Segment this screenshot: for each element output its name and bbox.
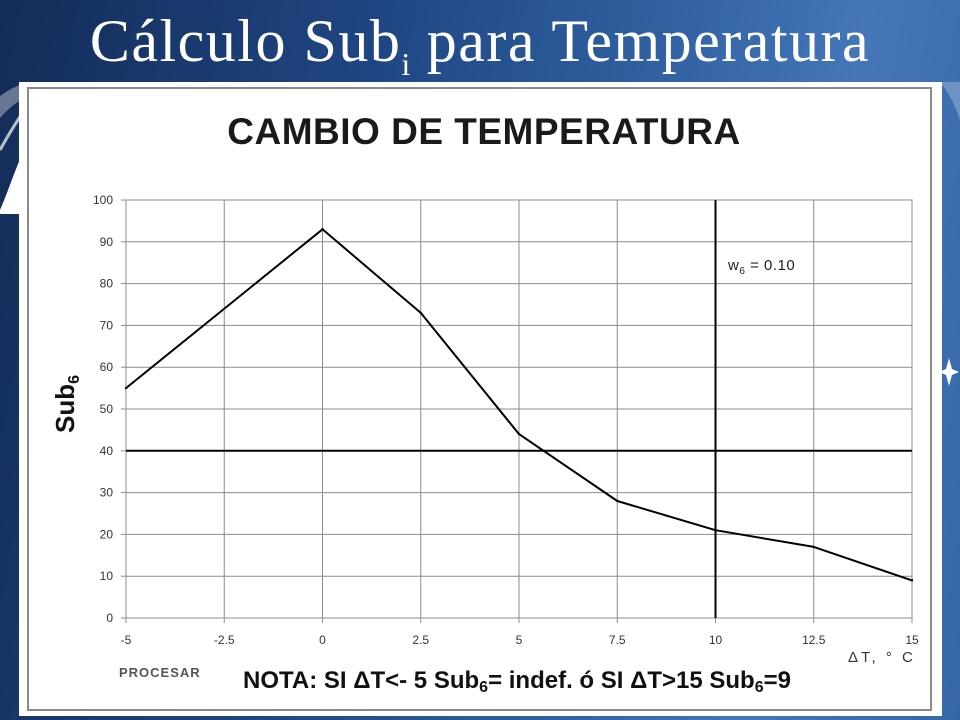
- y-tick-label: 0: [106, 611, 113, 625]
- annotation-weight: w6 = 0.10: [727, 257, 795, 277]
- data-point: [321, 228, 324, 231]
- note-part-1: NOTA: SI ΔT<- 5 Sub: [243, 667, 479, 694]
- x-tick-label: -2.5: [214, 633, 235, 647]
- note-part-3: =9: [764, 667, 791, 694]
- y-tick-label: 10: [100, 569, 114, 583]
- data-point: [714, 529, 717, 532]
- note-part-2: = indef. ó SI ΔT>15 Sub: [488, 667, 755, 694]
- data-point: [812, 545, 815, 549]
- chart-title: CAMBIO DE TEMPERATURA: [227, 111, 740, 152]
- y-tick-label: 30: [100, 486, 114, 500]
- note-subscript-2: 6: [755, 679, 764, 696]
- y-axis-label: Sub6: [50, 375, 83, 433]
- x-tick-label: 10: [709, 633, 723, 647]
- y-tick-label: 20: [100, 527, 114, 541]
- annotation-weight-value: = 0.10: [745, 257, 795, 274]
- note-text: NOTA: SI ΔT<- 5 Sub6= indef. ó SI ΔT>15 …: [243, 667, 791, 696]
- x-tick-label: 7.5: [609, 633, 626, 647]
- y-tick-label: 40: [100, 444, 114, 458]
- x-tick-label: 12.5: [802, 633, 826, 647]
- x-tick-label: 15: [905, 633, 919, 647]
- data-point: [910, 579, 914, 582]
- chart-frame: [27, 87, 932, 711]
- slide-title-rest: para Temperatura: [410, 8, 871, 74]
- x-tick-label: 2.5: [412, 633, 429, 647]
- slide-title: Cálculo Subi para Temperatura: [0, 1, 960, 82]
- y-tick-label: 80: [100, 277, 114, 291]
- y-axis-label-text: Sub: [50, 384, 80, 433]
- x-tick-label: 5: [516, 633, 523, 647]
- y-tick-label: 60: [100, 360, 114, 374]
- chart-card: [19, 82, 942, 716]
- slide-title-subscript: i: [401, 46, 411, 82]
- data-point: [124, 386, 128, 390]
- data-point: [419, 311, 422, 315]
- y-axis-label-subscript: 6: [66, 375, 83, 384]
- slide-title-main: Cálculo Sub: [89, 8, 402, 74]
- series-line: [125, 228, 913, 582]
- x-tick-label: -5: [121, 633, 132, 647]
- data-point: [616, 499, 619, 503]
- y-tick-label: 90: [100, 235, 114, 249]
- y-tick-label: 50: [100, 402, 114, 416]
- x-axis-label: ΔT, ° C: [848, 649, 916, 666]
- plot-area: 0 10 20 30 40 50 60 70 80 90 100 -5 -2.5 0 2.5 5 7.5 10 12…: [93, 193, 919, 647]
- data-point: [517, 432, 521, 436]
- note-subscript-1: 6: [479, 679, 488, 696]
- y-tick-label: 100: [93, 193, 113, 207]
- x-tick-label: 0: [319, 633, 326, 647]
- procesar-label: PROCESAR: [119, 665, 201, 680]
- y-tick-label: 70: [100, 318, 114, 332]
- annotation-weight-symbol: w: [727, 257, 739, 274]
- annotation-weight-subscript: 6: [739, 266, 745, 277]
